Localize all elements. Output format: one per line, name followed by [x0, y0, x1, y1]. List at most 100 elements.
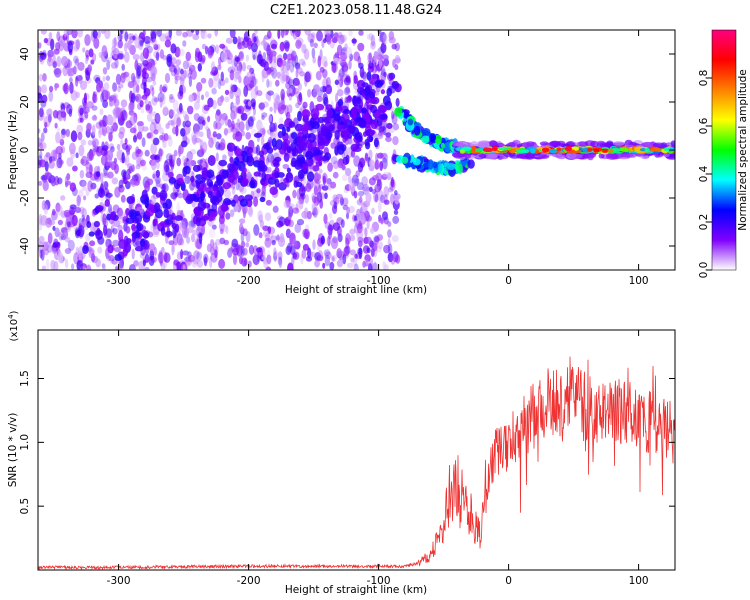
spectrogram-carrier-blob [548, 148, 558, 154]
spectrogram-noise-blob [299, 71, 306, 77]
spectrogram-track-blob [315, 161, 323, 167]
spectrogram-noise-blob [120, 139, 124, 147]
spectrogram-noise-blob [75, 75, 83, 81]
spectrogram-noise-blob [233, 71, 238, 83]
spectrogram-y-tick-label: 20 [19, 95, 31, 108]
spectrogram-noise-blob [102, 67, 108, 75]
spectrogram-track-blob [277, 131, 284, 139]
spectrogram-noise-blob [241, 62, 247, 72]
spectrogram-noise-blob [306, 88, 312, 98]
spectrogram-noise-blob [93, 74, 101, 82]
spectrogram-noise-blob [280, 88, 286, 101]
spectrogram-noise-blob [205, 45, 209, 55]
spectrogram-noise-blob [182, 60, 190, 70]
spectrogram-noise-blob [54, 122, 58, 129]
spectrogram-track-blob [341, 130, 349, 136]
spectrogram-noise-blob [173, 259, 180, 266]
spectrogram-noise-blob [187, 72, 191, 79]
spectrogram-noise-blob [238, 65, 242, 77]
spectrogram-track-blob [434, 134, 442, 145]
spectrogram-noise-blob [242, 247, 248, 256]
spectrogram-noise-blob [309, 38, 314, 48]
spectrogram-noise-blob [210, 238, 215, 248]
spectrogram-noise-blob [382, 33, 388, 45]
spectrogram-noise-blob [179, 220, 186, 232]
spectrogram-noise-blob [276, 57, 284, 68]
spectrogram-noise-blob [277, 256, 283, 266]
spectrogram-noise-blob [40, 30, 47, 35]
spectrogram-noise-blob [220, 71, 225, 82]
spectrogram-noise-blob [70, 263, 75, 270]
spectrogram-x-tick-label: 0 [505, 275, 512, 287]
spectrogram-noise-blob [115, 266, 119, 270]
spectrogram-track-blob [444, 142, 451, 153]
spectrogram-track-blob [313, 149, 320, 156]
spectrogram-noise-blob [381, 173, 388, 181]
spectrogram-noise-blob [224, 89, 230, 95]
spectrogram-track-blob [373, 137, 379, 148]
spectrogram-track-blob [361, 82, 369, 88]
spectrogram-noise-blob [211, 224, 217, 230]
spectrogram-noise-blob [252, 54, 256, 61]
spectrogram-noise-blob [156, 30, 162, 38]
spectrogram-noise-blob [301, 210, 308, 219]
spectrogram-noise-blob [57, 251, 64, 264]
spectrogram-track-blob [438, 162, 443, 174]
spectrogram-carrier-halo [652, 142, 665, 148]
spectrogram-track-blob [427, 159, 434, 170]
spectrogram-noise-blob [287, 78, 295, 87]
spectrogram-noise-blob [215, 152, 219, 162]
spectrogram-noise-blob [295, 66, 303, 74]
spectrogram-carrier-blob [586, 147, 593, 152]
spectrogram-noise-blob [250, 98, 256, 108]
spectrogram-noise-blob [112, 122, 118, 132]
spectrogram-noise-blob [86, 150, 95, 162]
spectrogram-noise-blob [315, 70, 322, 81]
spectrogram-noise-blob [152, 38, 157, 48]
spectrogram-noise-blob [253, 196, 259, 207]
spectrogram-noise-blob [39, 107, 44, 118]
spectrogram-noise-blob [313, 172, 320, 184]
spectrogram-track-blob [261, 171, 267, 182]
spectrogram-track-blob [182, 166, 188, 177]
spectrogram-noise-blob [185, 255, 192, 267]
spectrogram-noise-blob [159, 96, 163, 108]
spectrogram-noise-blob [238, 256, 244, 265]
spectrogram-noise-blob [175, 59, 182, 66]
spectrogram-noise-blob [76, 124, 84, 134]
spectrogram-track-blob [365, 94, 370, 101]
spectrogram-noise-blob [144, 243, 150, 255]
spectrogram-noise-blob [218, 220, 225, 232]
spectrogram-noise-blob [124, 51, 130, 63]
spectrogram-track-blob [152, 218, 157, 227]
spectrogram-noise-blob [161, 183, 167, 192]
spectrogram-noise-blob [357, 190, 365, 197]
spectrogram-track-blob [214, 180, 219, 188]
spectrogram-track-blob [386, 87, 393, 97]
spectrogram-noise-blob [60, 195, 66, 201]
spectrogram-noise-blob [133, 112, 138, 123]
spectrogram-track-blob [370, 120, 378, 130]
spectrogram-noise-blob [43, 115, 51, 128]
spectrogram-noise-blob [275, 235, 280, 241]
spectrogram-noise-blob [125, 180, 131, 190]
spectrogram-noise-blob [375, 185, 380, 192]
spectrogram-noise-blob [115, 73, 122, 85]
figure-title: C2E1.2023.058.11.48.G24 [270, 3, 442, 18]
spectrogram-track-blob [281, 126, 286, 137]
spectrogram-noise-blob [91, 105, 98, 111]
spectrogram-noise-blob [108, 95, 116, 101]
spectrogram-y-tick-label: -20 [19, 189, 31, 206]
spectrogram-noise-blob [145, 40, 151, 48]
spectrogram-noise-blob [102, 224, 108, 236]
spectrogram-noise-blob [252, 254, 260, 266]
spectrogram-carrier-halo [539, 141, 549, 146]
spectrogram-track-blob [95, 205, 104, 211]
spectrogram-noise-blob [263, 230, 270, 238]
spectrogram-noise-blob [242, 207, 247, 219]
spectrogram-noise-blob [77, 30, 83, 38]
snr-x-tick-label: -300 [107, 575, 131, 587]
spectrogram-noise-blob [221, 113, 228, 121]
spectrogram-noise-blob [118, 229, 124, 242]
spectrogram-noise-blob [128, 165, 133, 174]
